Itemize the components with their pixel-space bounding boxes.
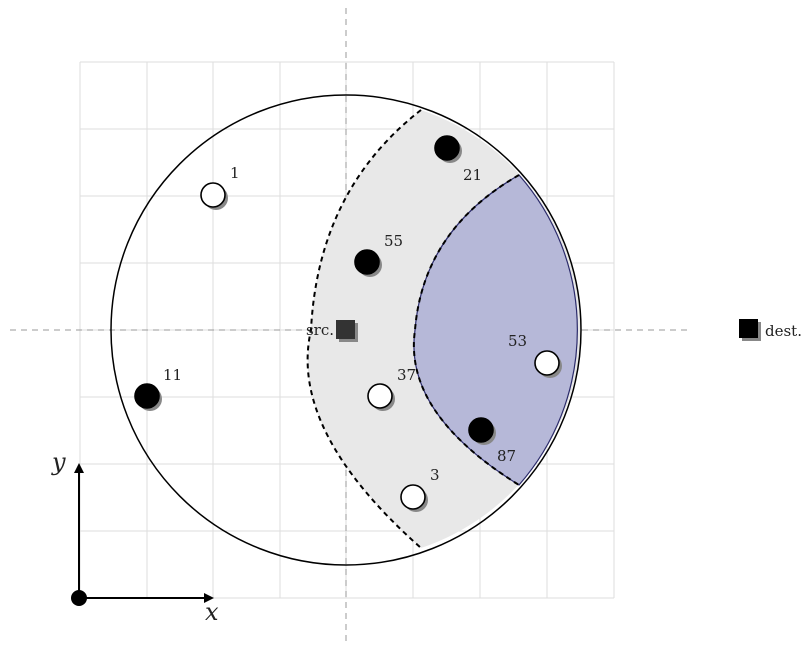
node-1: 1 bbox=[200, 164, 240, 210]
node-11: 11 bbox=[134, 366, 182, 411]
node-53: 53 bbox=[508, 332, 562, 378]
outer-band-boundary bbox=[306, 109, 422, 549]
node-21: 21 bbox=[434, 135, 482, 184]
destination-node bbox=[739, 319, 761, 341]
filled-node-marker bbox=[468, 417, 494, 443]
node-label: 3 bbox=[430, 466, 440, 484]
y-axis-label: y bbox=[51, 448, 66, 476]
filled-node-marker bbox=[434, 135, 460, 161]
node-label: 21 bbox=[463, 166, 482, 184]
node-label: 53 bbox=[508, 332, 527, 350]
open-node-marker bbox=[400, 484, 426, 510]
coordinate-axes bbox=[71, 463, 214, 606]
node-label: 87 bbox=[497, 447, 516, 465]
node-label: 1 bbox=[230, 164, 240, 182]
node-3: 3 bbox=[400, 466, 440, 512]
transmission-range-circle bbox=[110, 94, 582, 566]
filled-node-marker bbox=[354, 249, 380, 275]
priority-lens-region bbox=[413, 174, 578, 486]
destination-label: dest. bbox=[765, 322, 802, 340]
inner-band-boundary bbox=[412, 174, 520, 486]
node-37: 37 bbox=[367, 366, 416, 411]
x-axis-label: x bbox=[205, 598, 219, 626]
source-node bbox=[336, 320, 358, 342]
open-node-marker bbox=[200, 182, 226, 208]
node-label: 37 bbox=[397, 366, 416, 384]
node-label: 55 bbox=[384, 232, 403, 250]
source-label: src. bbox=[306, 321, 334, 339]
filled-node-marker bbox=[134, 383, 160, 409]
open-node-marker bbox=[534, 350, 560, 376]
node-87: 87 bbox=[468, 417, 516, 465]
neighbor-nodes: 1 21 55 11 37 53 87 3 bbox=[134, 135, 562, 512]
node-55: 55 bbox=[354, 232, 403, 277]
node-label: 11 bbox=[163, 366, 182, 384]
open-node-marker bbox=[367, 383, 393, 409]
